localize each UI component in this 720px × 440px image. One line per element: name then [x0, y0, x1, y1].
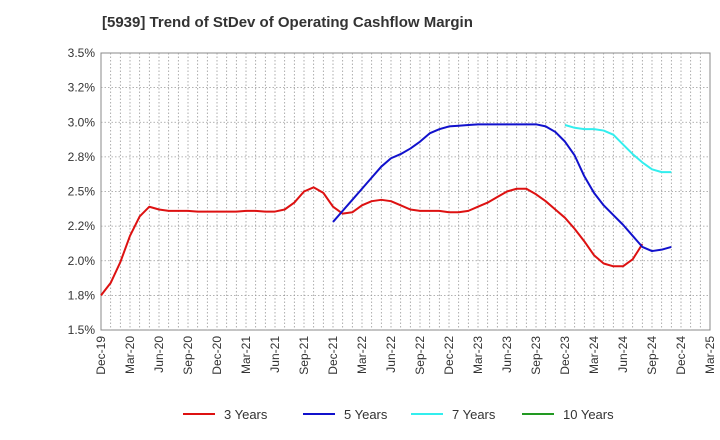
legend-label-7-years: 7 Years: [452, 407, 496, 422]
legend-label-10-years: 10 Years: [563, 407, 614, 422]
x-tick-label: Dec-20: [210, 336, 224, 375]
x-tick-label: Mar-23: [471, 336, 485, 374]
legend-label-3-years: 3 Years: [224, 407, 268, 422]
x-tick-label: Jun-24: [616, 336, 630, 373]
y-tick-label: 2.5%: [68, 185, 96, 199]
y-tick-label: 2.8%: [68, 150, 96, 164]
y-tick-label: 1.5%: [68, 323, 96, 337]
x-tick-label: Mar-24: [587, 336, 601, 374]
x-tick-label: Mar-20: [123, 336, 137, 374]
y-tick-label: 3.0%: [68, 115, 96, 129]
x-tick-label: Dec-19: [94, 336, 108, 375]
y-tick-label: 3.5%: [68, 46, 96, 60]
y-tick-label: 2.0%: [68, 254, 96, 268]
x-tick-label: Sep-20: [181, 336, 195, 375]
x-tick-label: Dec-23: [558, 336, 572, 375]
x-tick-label: Mar-21: [239, 336, 253, 374]
y-tick-label: 1.8%: [68, 288, 96, 302]
series-line-3-years: [100, 186, 644, 296]
x-tick-label: Sep-22: [413, 336, 427, 375]
series-line-7-years: [564, 124, 672, 174]
series-line-5-years: [332, 123, 672, 253]
chart-title: [5939] Trend of StDev of Operating Cashf…: [102, 14, 473, 31]
y-tick-label: 2.2%: [68, 219, 96, 233]
x-tick-label: Jun-22: [384, 336, 398, 373]
x-tick-label: Jun-21: [268, 336, 282, 373]
x-tick-label: Jun-23: [500, 336, 514, 373]
x-tick-label: Dec-21: [326, 336, 340, 375]
x-tick-label: Mar-25: [703, 336, 717, 374]
x-tick-label: Sep-23: [529, 336, 543, 375]
x-tick-label: Jun-20: [152, 336, 166, 373]
legend-label-5-years: 5 Years: [344, 407, 388, 422]
y-tick-label: 3.2%: [68, 81, 96, 95]
x-tick-label: Dec-22: [442, 336, 456, 375]
x-tick-label: Dec-24: [674, 336, 688, 375]
x-tick-label: Sep-24: [645, 336, 659, 375]
x-tick-label: Mar-22: [355, 336, 369, 374]
x-tick-label: Sep-21: [297, 336, 311, 375]
